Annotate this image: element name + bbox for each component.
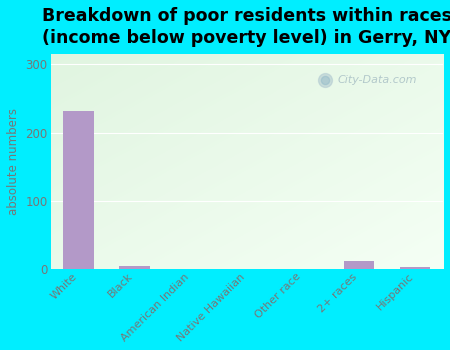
Title: Breakdown of poor residents within races
(income below poverty level) in Gerry, : Breakdown of poor residents within races… bbox=[42, 7, 450, 47]
Bar bbox=[400, 267, 431, 268]
Y-axis label: absolute numbers: absolute numbers bbox=[7, 108, 20, 215]
Text: City-Data.com: City-Data.com bbox=[337, 75, 417, 85]
Bar bbox=[63, 111, 94, 268]
Bar bbox=[343, 261, 374, 268]
Bar bbox=[119, 266, 150, 268]
